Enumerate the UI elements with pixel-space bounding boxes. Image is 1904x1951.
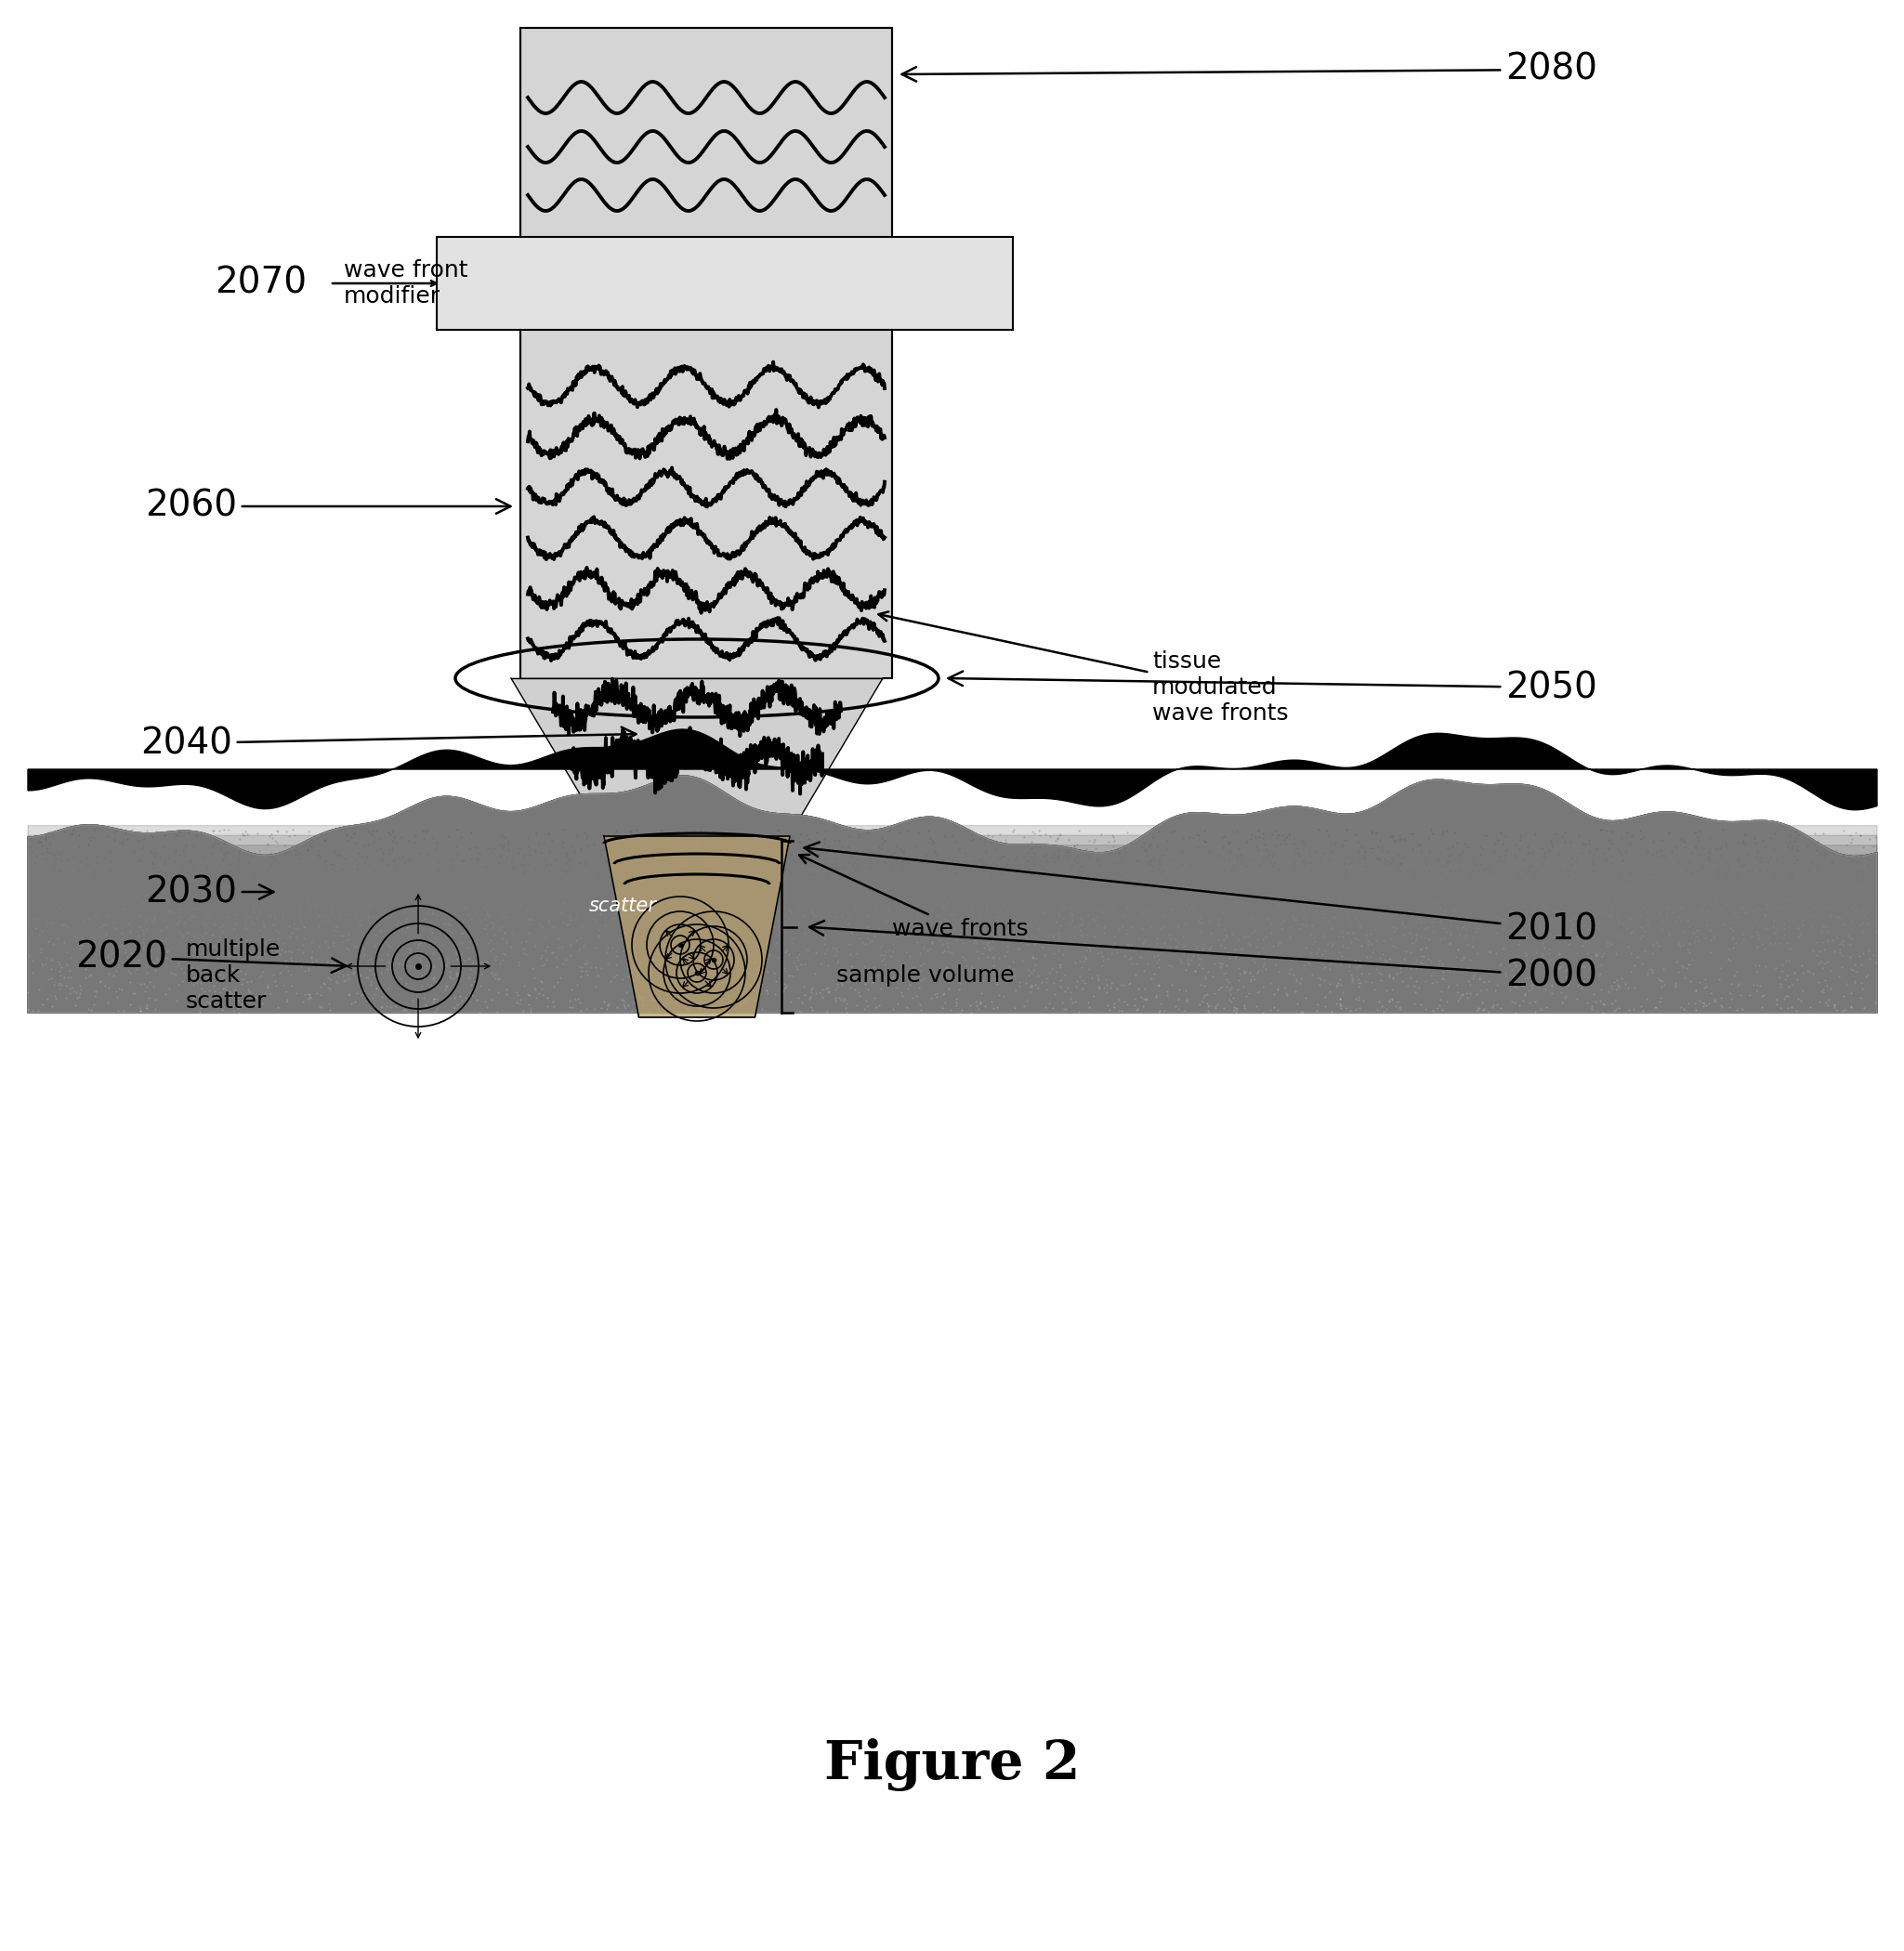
Text: 2050: 2050 xyxy=(948,669,1597,704)
Polygon shape xyxy=(29,776,1877,1013)
Text: 2030: 2030 xyxy=(145,874,274,909)
Polygon shape xyxy=(29,730,1877,810)
Text: 2000: 2000 xyxy=(809,921,1597,993)
Polygon shape xyxy=(29,776,1877,1013)
Polygon shape xyxy=(29,776,1877,1013)
Bar xyxy=(436,236,1013,330)
Polygon shape xyxy=(29,776,1877,1013)
Polygon shape xyxy=(29,776,1877,1013)
Polygon shape xyxy=(29,776,1877,1013)
Text: 2040: 2040 xyxy=(141,726,636,761)
Text: 2080: 2080 xyxy=(902,53,1597,88)
Text: 2060: 2060 xyxy=(145,488,510,525)
Polygon shape xyxy=(29,776,1877,1013)
Text: sample volume: sample volume xyxy=(836,964,1015,987)
Polygon shape xyxy=(510,679,883,827)
Polygon shape xyxy=(29,776,1877,1013)
Polygon shape xyxy=(29,776,1877,1013)
Polygon shape xyxy=(29,776,1877,1013)
Polygon shape xyxy=(29,776,1877,1013)
Polygon shape xyxy=(29,776,1877,1013)
Polygon shape xyxy=(29,776,1877,1013)
Polygon shape xyxy=(29,776,1877,1013)
Polygon shape xyxy=(604,837,790,1016)
Polygon shape xyxy=(29,776,1877,1013)
Text: 2020: 2020 xyxy=(76,938,347,976)
Polygon shape xyxy=(29,776,1877,1013)
Text: Figure 2: Figure 2 xyxy=(824,1738,1080,1791)
Text: scatter: scatter xyxy=(588,897,657,915)
Polygon shape xyxy=(29,776,1877,1013)
Polygon shape xyxy=(29,776,1877,1013)
Text: 2070: 2070 xyxy=(215,265,307,300)
Polygon shape xyxy=(29,776,1877,1013)
Text: wave fronts: wave fronts xyxy=(800,855,1028,940)
Text: wave front
modifier: wave front modifier xyxy=(345,259,468,308)
Bar xyxy=(520,27,893,679)
Text: tissue
modulated
wave fronts: tissue modulated wave fronts xyxy=(878,613,1289,724)
Text: multiple
back
scatter: multiple back scatter xyxy=(187,938,282,1013)
Polygon shape xyxy=(29,776,1877,1013)
Text: 2010: 2010 xyxy=(803,843,1597,946)
Polygon shape xyxy=(29,776,1877,1013)
